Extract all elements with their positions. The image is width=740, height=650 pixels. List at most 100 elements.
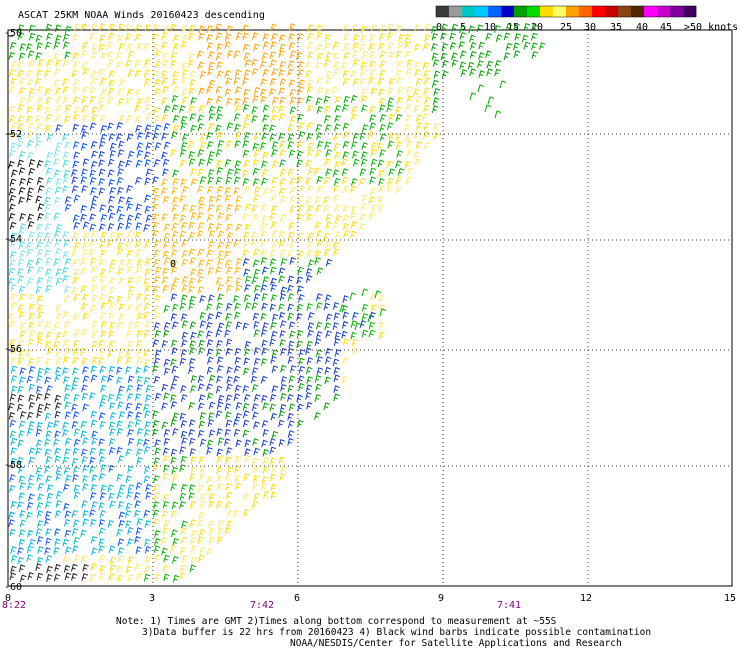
wind-barb [35,286,43,294]
legend-swatch [657,6,671,17]
wind-barb [242,140,250,148]
wind-barb [260,249,268,258]
wind-barb [8,69,16,78]
wind-barb [189,113,197,121]
wind-barb [199,141,207,150]
legend-swatch [605,6,619,17]
wind-barb [333,337,341,346]
wind-barb [297,250,305,259]
wind-barb [397,167,405,176]
wind-barb [233,419,240,427]
wind-barb [197,248,205,257]
wind-barb [253,268,261,277]
wind-barb [278,87,286,96]
wind-barb [261,214,269,223]
wind-barb [55,178,63,186]
wind-barb [73,329,81,337]
wind-barb [225,77,233,86]
wind-barb [216,105,224,114]
wind-barb [270,204,278,213]
wind-barb [80,430,87,439]
wind-barb [288,23,296,31]
wind-barb [387,177,395,186]
wind-barb [17,385,24,394]
wind-barb [189,347,196,356]
wind-barb [315,124,323,132]
wind-barb [469,92,477,101]
wind-barb [100,231,108,240]
wind-barb [334,96,342,104]
wind-barb [379,50,387,59]
wind-barb [188,285,195,294]
wind-barb [90,518,97,527]
wind-barb [135,249,143,257]
wind-barb [197,212,204,220]
wind-barb [252,159,260,167]
wind-barb [216,131,224,140]
wind-barb [279,140,287,149]
wind-barb [8,519,15,527]
wind-barb [173,85,180,94]
wind-barb [116,393,123,401]
wind-barb [83,232,90,240]
wind-barb [81,168,88,177]
wind-barb [44,232,52,240]
wind-barb [118,484,126,492]
wind-barb [343,338,350,346]
wind-barb [270,277,277,286]
wind-barb [208,537,215,545]
wind-barb [36,266,44,275]
wind-barb [190,375,198,383]
wind-barb [172,177,180,186]
wind-barb [395,176,403,184]
wind-barb [324,158,331,167]
wind-barb [288,340,295,349]
wind-barb [162,52,169,60]
wind-barb [55,356,63,365]
wind-barb [333,68,341,76]
wind-barb [162,564,170,573]
wind-barb [171,186,178,195]
wind-barb [297,266,305,275]
wind-barb [207,484,214,493]
wind-barb [530,32,538,41]
wind-barb [280,403,287,412]
wind-barb [82,563,89,572]
wind-barb [80,23,88,32]
wind-barb [162,59,169,68]
wind-barb [197,375,205,383]
wind-barb [36,176,44,185]
wind-barb [342,24,350,32]
wind-barb [45,257,53,266]
wind-barb [82,312,90,321]
wind-barb [270,41,277,49]
wind-barb [316,24,323,33]
wind-barb [126,203,134,211]
wind-barb [89,447,97,456]
wind-barb [206,348,214,357]
wind-barb [406,59,414,68]
wind-barb [53,158,60,166]
wind-barb [323,248,331,257]
wind-barb [73,241,81,250]
wind-barb [242,322,249,331]
wind-barb [396,96,404,105]
wind-barb [234,167,241,176]
wind-barb [226,509,234,518]
wind-barb [306,204,314,213]
wind-barb [145,131,152,140]
wind-barb [458,40,466,49]
wind-barb [199,311,206,320]
wind-barb [378,32,386,41]
wind-barb [325,330,332,339]
wind-barb [289,330,296,339]
wind-barb [207,169,215,177]
wind-barb [17,159,24,168]
wind-barb [261,475,269,484]
wind-barb [370,158,378,167]
wind-barb [172,412,180,421]
wind-barb [116,528,123,537]
wind-barb [134,500,142,509]
wind-barb [297,97,304,106]
wind-barb [80,420,88,429]
